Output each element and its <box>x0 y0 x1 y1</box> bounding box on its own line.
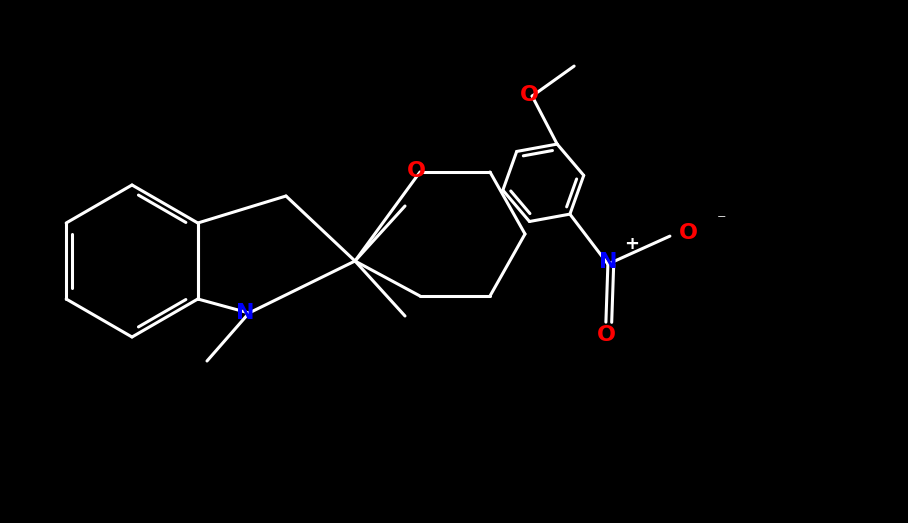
Text: O: O <box>678 223 697 243</box>
Text: O: O <box>407 161 426 181</box>
Text: ⁻: ⁻ <box>717 212 726 230</box>
Text: +: + <box>625 235 639 253</box>
Text: N: N <box>598 252 617 272</box>
Text: O: O <box>597 325 616 345</box>
Text: O: O <box>519 85 538 105</box>
Text: N: N <box>236 303 254 323</box>
